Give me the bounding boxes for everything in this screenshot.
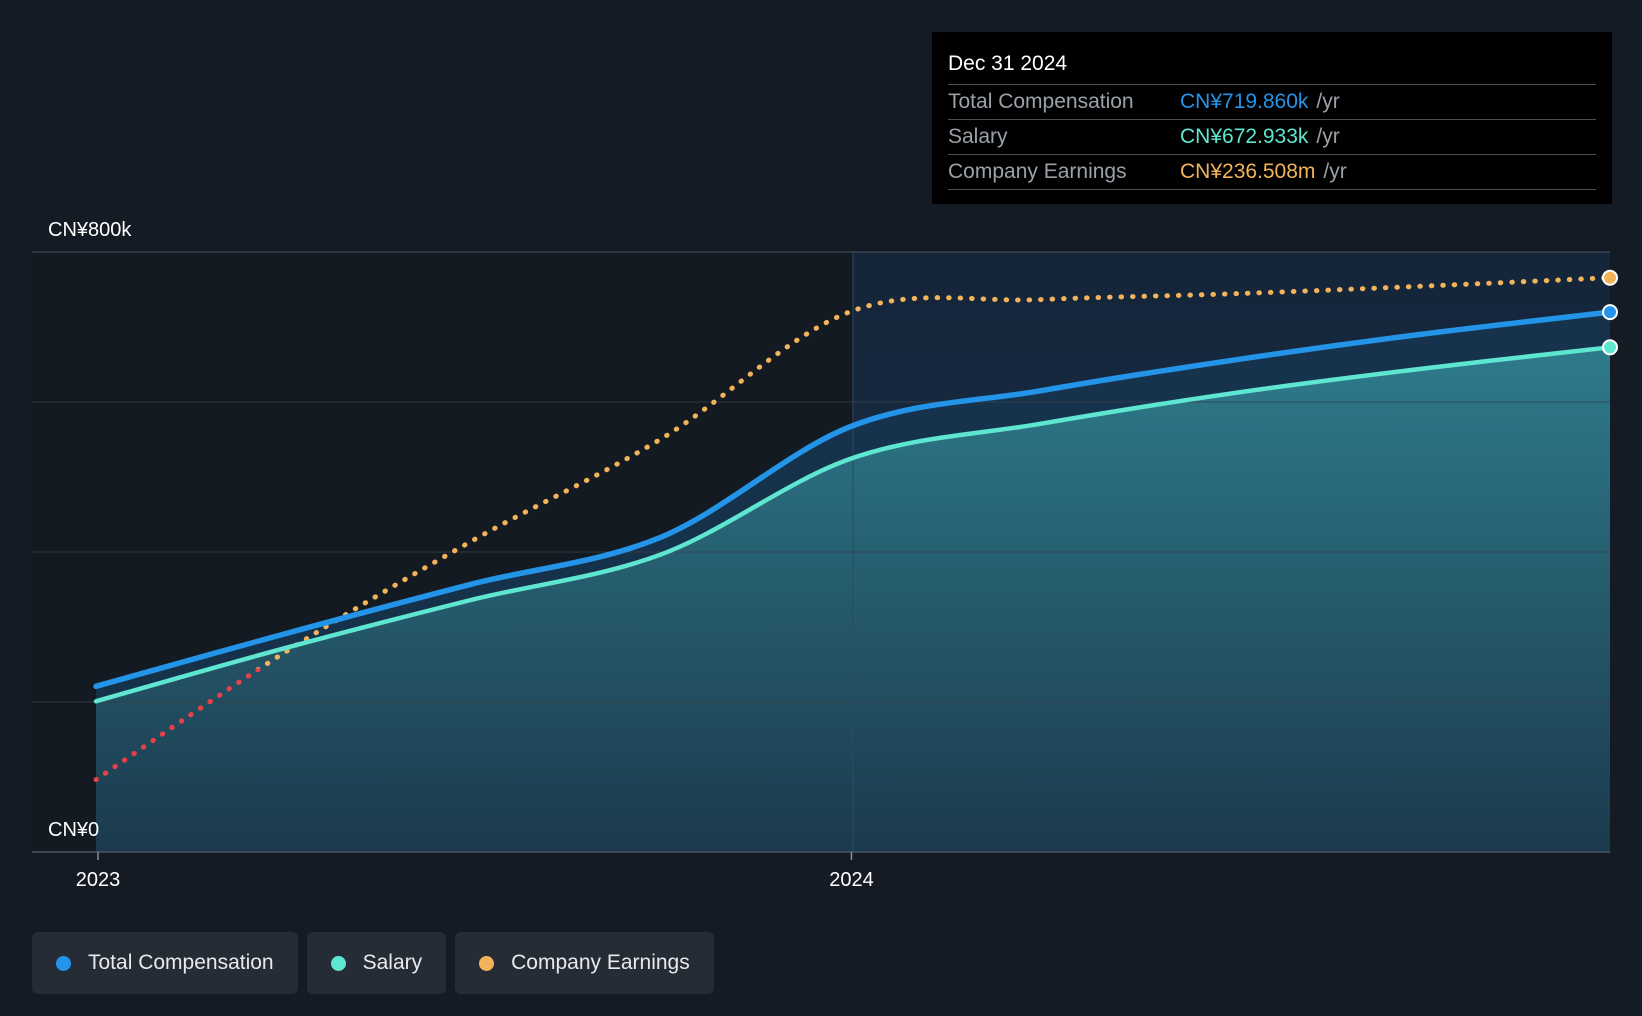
tooltip-date: Dec 31 2024 [948, 52, 1068, 75]
tooltip-label: Total Compensation [948, 90, 1134, 113]
tooltip-value: CN¥236.508m [1180, 160, 1316, 183]
legend-label: Salary [362, 951, 423, 974]
y-axis-min-label: CN¥0 [48, 819, 99, 841]
salary-end-marker [1602, 339, 1618, 356]
tooltip-unit: /yr [1323, 160, 1347, 183]
tooltip-unit: /yr [1316, 125, 1340, 148]
company-earnings-end-marker [1602, 269, 1618, 286]
y-axis-max-label: CN¥800k [48, 219, 132, 241]
tooltip: Dec 31 2024 Total Compensation CN¥719.86… [932, 32, 1612, 204]
legend-item-company-earnings[interactable]: Company Earnings [455, 932, 714, 994]
tooltip-unit: /yr [1316, 90, 1340, 113]
tooltip-row-company-earnings: Company Earnings CN¥236.508m /yr [948, 154, 1596, 190]
legend-label: Total Compensation [88, 951, 274, 974]
legend-item-salary[interactable]: Salary [306, 932, 447, 994]
legend: Total Compensation Salary Company Earnin… [32, 932, 714, 994]
tooltip-row-salary: Salary CN¥672.933k /yr [948, 119, 1596, 154]
total-compensation-line [93, 309, 1613, 690]
legend-dot-icon [330, 955, 346, 971]
x-axis-tick-label: 2023 [76, 869, 121, 891]
legend-item-total-compensation[interactable]: Total Compensation [32, 932, 298, 994]
tooltip-value: CN¥719.860k [1180, 90, 1309, 113]
total-compensation-end-marker [1602, 304, 1618, 321]
x-axis-tick-label: 2024 [829, 869, 874, 891]
tooltip-label: Salary [948, 125, 1008, 148]
legend-label: Company Earnings [511, 951, 690, 974]
tooltip-value: CN¥672.933k [1180, 125, 1309, 148]
tooltip-label: Company Earnings [948, 160, 1127, 183]
legend-dot-icon [56, 955, 71, 971]
salary-line [93, 345, 1613, 704]
legend-dot-icon [479, 955, 495, 971]
tooltip-row-total-compensation: Total Compensation CN¥719.860k /yr [948, 84, 1596, 119]
